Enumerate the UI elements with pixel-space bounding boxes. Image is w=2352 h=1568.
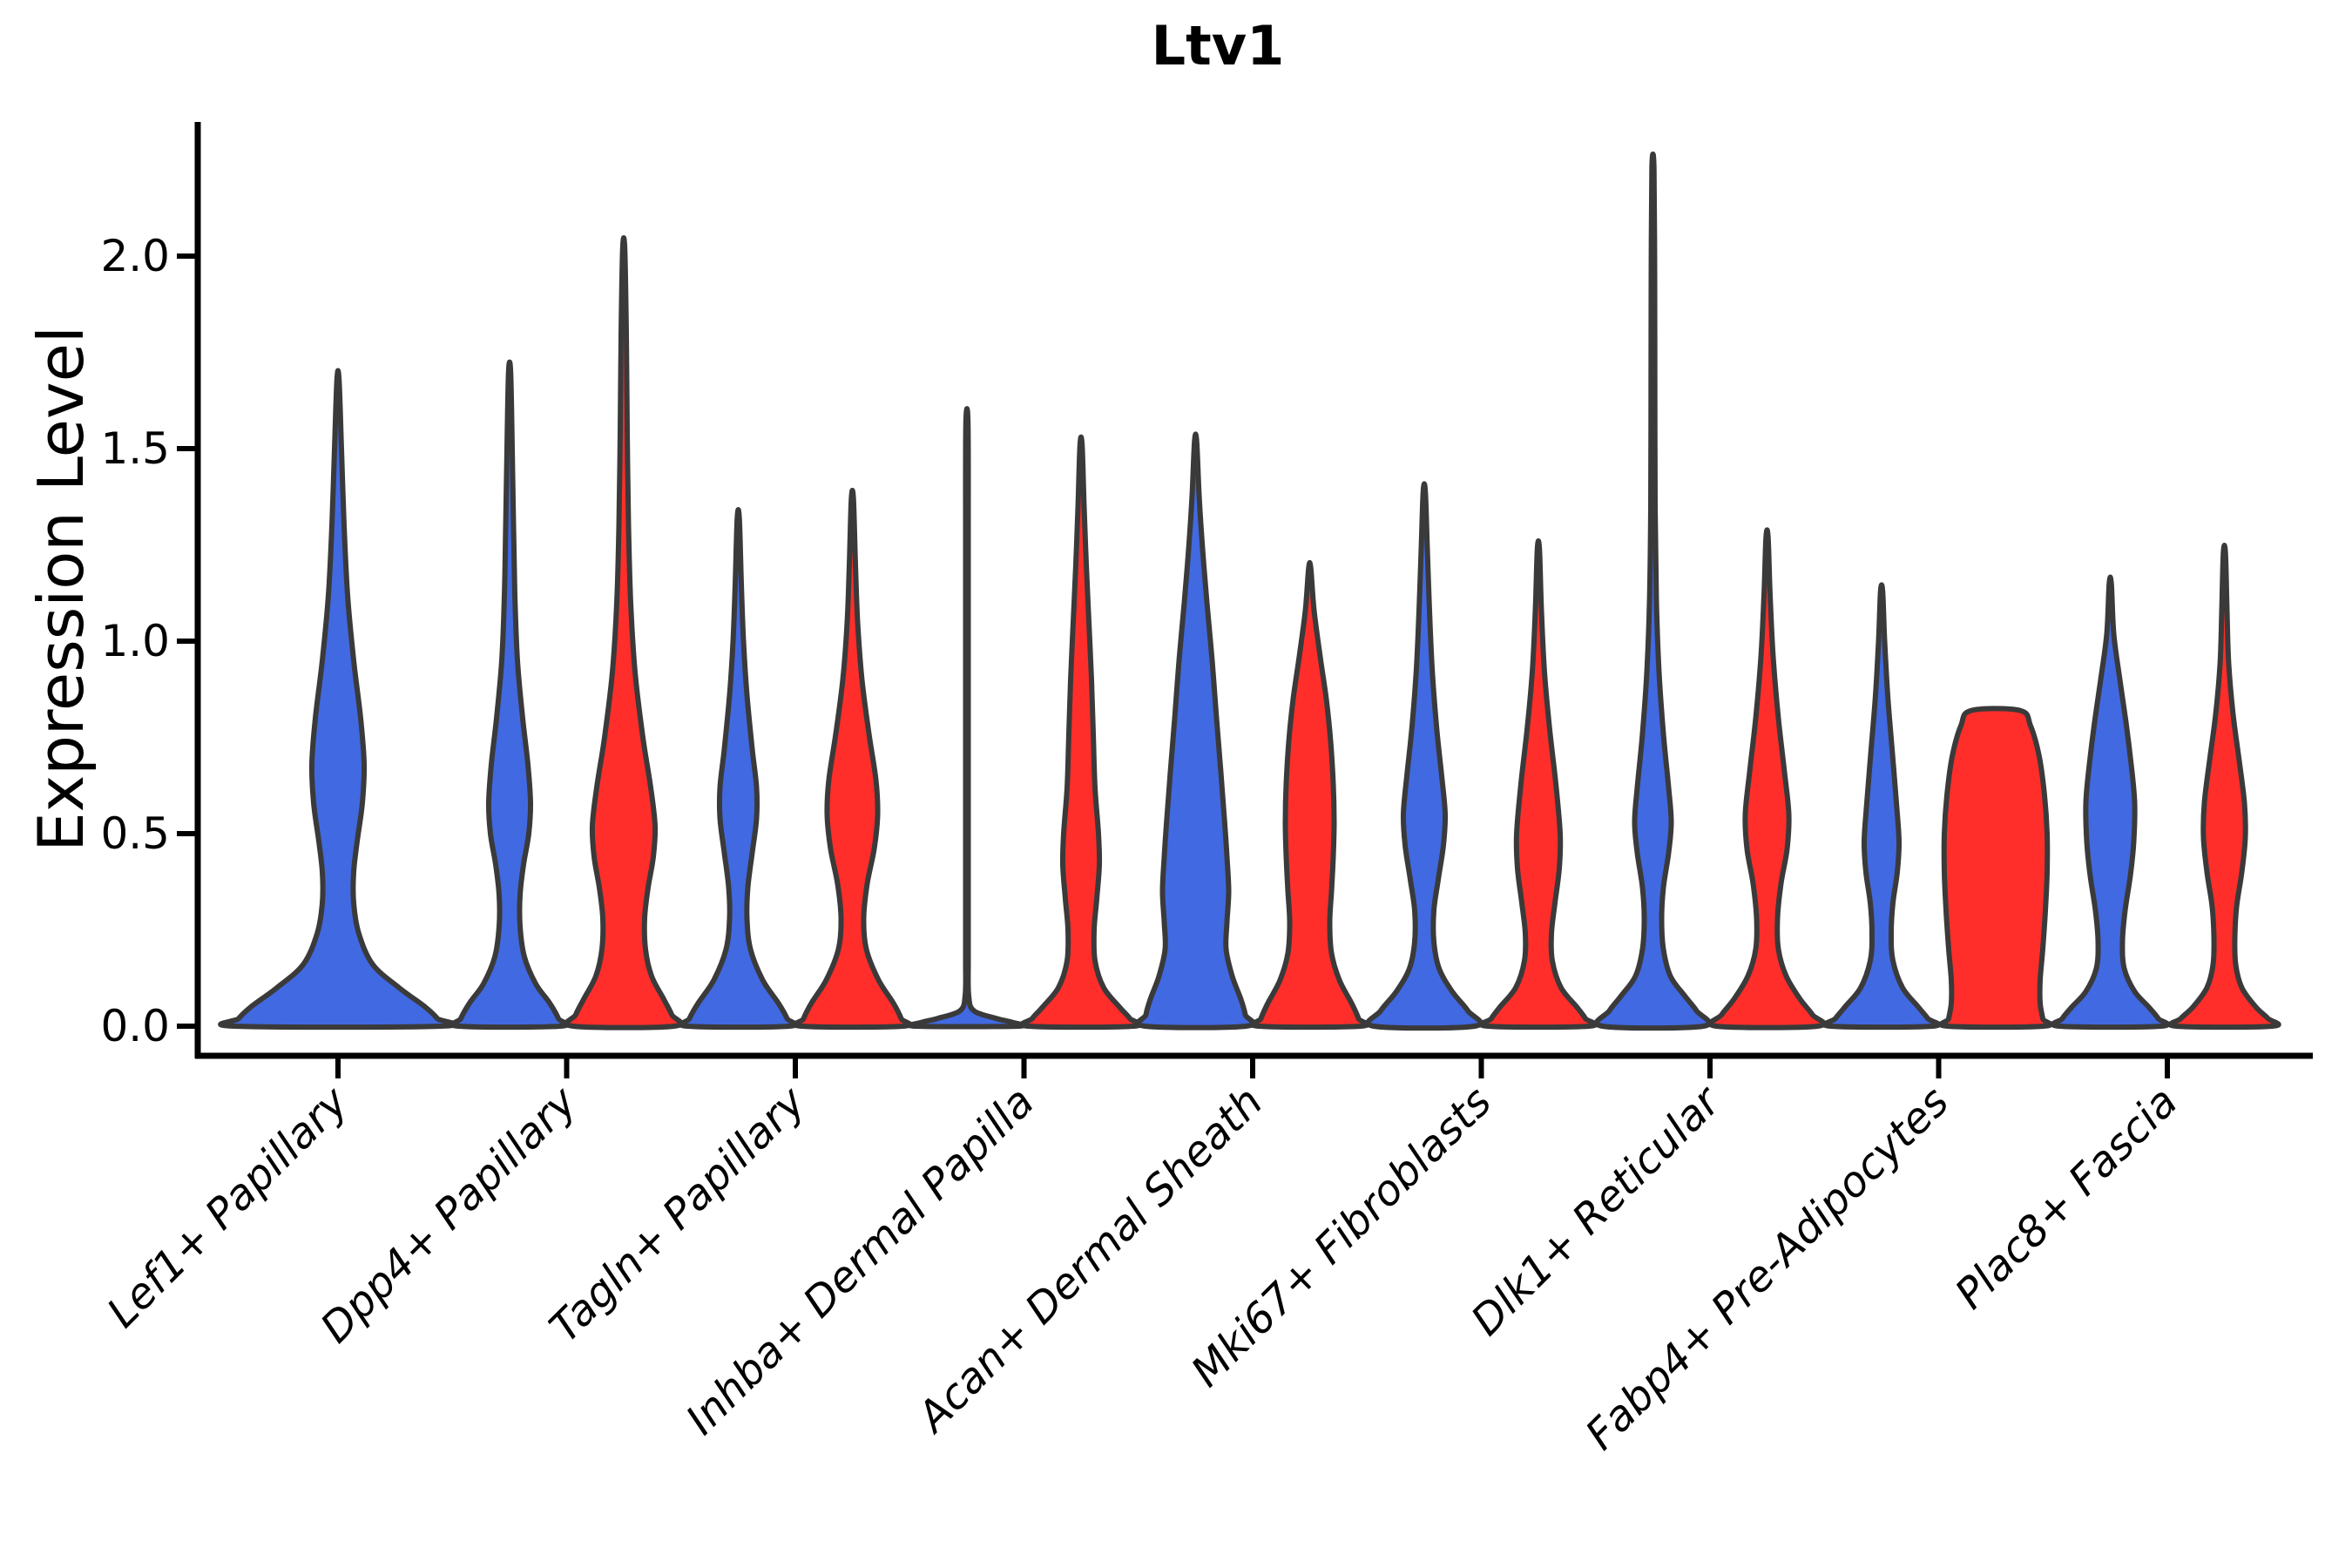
violin-red-plac8-fascia (2167, 543, 2281, 1031)
violin-blue-fabp4-pre-adipocytes (1821, 582, 1942, 1031)
y-tick-label: 0.0 (100, 1001, 170, 1051)
y-tick-label: 2.0 (100, 231, 170, 281)
x-tick-label: Tagln+ Papillary (540, 1077, 815, 1352)
y-tick-label: 1.0 (100, 616, 170, 666)
violin-red-fabp4-pre-adipocytes (1938, 706, 2053, 1031)
chart-title: Ltv1 (1151, 14, 1285, 78)
violin-red-tagln-papillary (792, 488, 913, 1031)
violin-red-mki67-fibroblasts (1478, 538, 1598, 1031)
violin-red-dpp4-papillary (564, 235, 684, 1031)
violin-blue-acan-dermal-sheath (1135, 431, 1256, 1031)
violin-red-acan-dermal-sheath (1249, 559, 1370, 1031)
x-tick-label: Dlk1+ Reticular (1462, 1076, 1732, 1346)
violin-blue-plac8-fascia (2050, 574, 2171, 1031)
violin-blue-dpp4-papillary (449, 359, 571, 1031)
y-tick-label: 1.5 (100, 423, 170, 474)
violin-blue-lef1-papillary (218, 368, 458, 1031)
x-tick-label: Fabp4+ Pre-Adipocytes (1576, 1078, 1958, 1460)
x-tick-label: Dpp4+ Papillary (311, 1077, 586, 1352)
violin-blue-mki67-fibroblasts (1365, 481, 1484, 1031)
violin-blue-tagln-papillary (678, 507, 799, 1031)
violin-blue-inhba-dermal-papilla (907, 406, 1027, 1030)
x-tick-label: Lef1+ Papillary (98, 1077, 358, 1337)
violin-blue-dlk1-reticular (1593, 151, 1713, 1031)
violin-red-dlk1-reticular (1707, 527, 1827, 1031)
y-tick-label: 0.5 (100, 808, 170, 859)
x-tick-label: Plac8+ Fascia (1946, 1078, 2187, 1319)
violin-red-inhba-dermal-papilla (1019, 434, 1143, 1031)
